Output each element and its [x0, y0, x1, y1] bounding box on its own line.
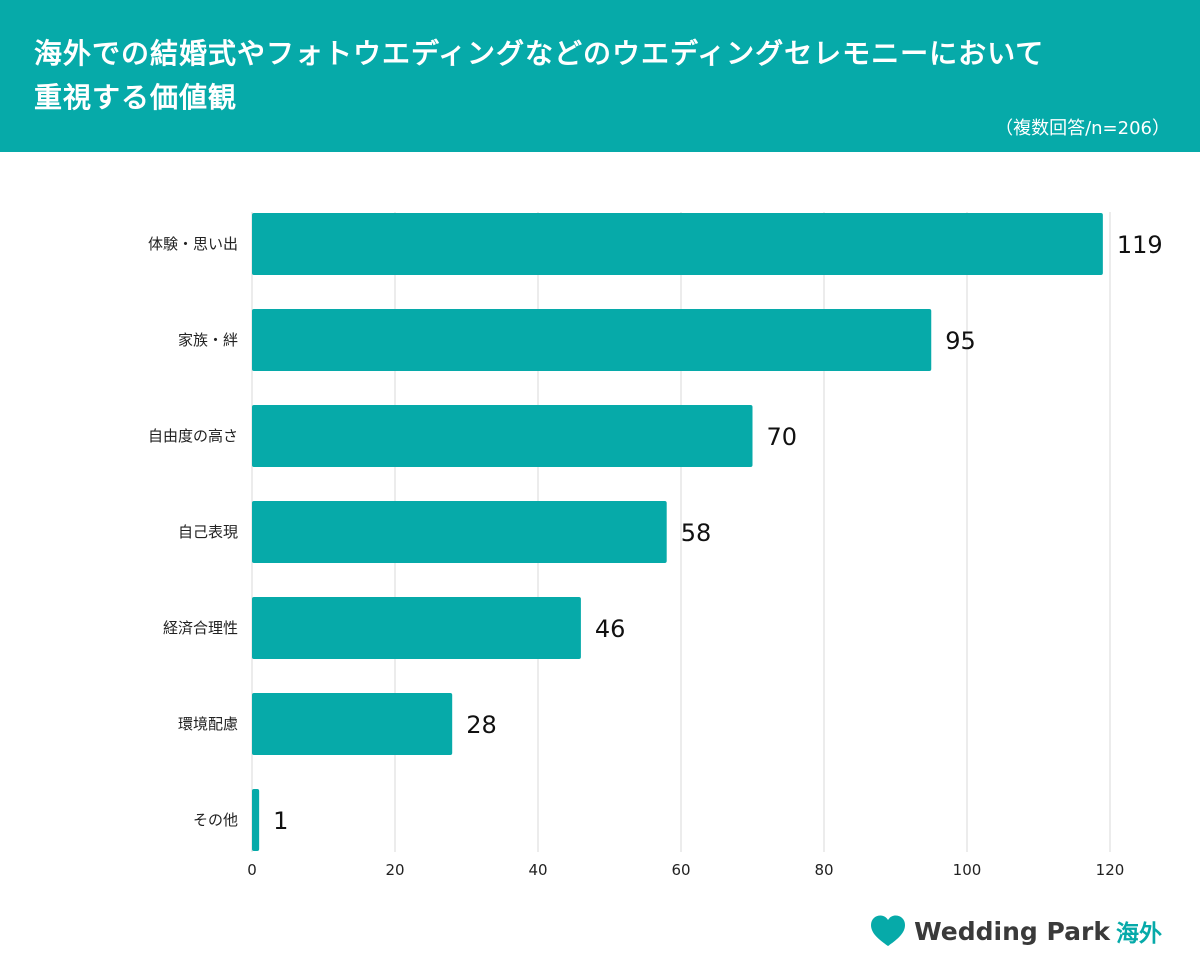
bar-chart: 体験・思い出 119 家族・絆 95 自由度の高さ 70 自己表現 58 経済合理性 46 環境配慮…	[148, 212, 1163, 879]
chart-title-line-1: 海外での結婚式やフォトウエディングなどのウエディングセレモニーにおいて	[34, 37, 1045, 70]
chart-title-line-2: 重視する価値観	[34, 81, 238, 114]
x-tick-label: 60	[671, 861, 690, 879]
category-label: 環境配慮	[178, 715, 238, 733]
x-tick-label: 0	[247, 861, 257, 879]
category-label: 自由度の高さ	[148, 427, 238, 445]
logo-sub-text: 海外	[1116, 921, 1162, 947]
value-label: 119	[1117, 231, 1163, 259]
category-label: 自己表現	[178, 523, 238, 541]
heart-icon	[871, 915, 906, 946]
bar	[252, 501, 667, 563]
x-tick-label: 120	[1096, 861, 1125, 879]
x-tick-label: 20	[385, 861, 404, 879]
header-banner: 海外での結婚式やフォトウエディングなどのウエディングセレモニーにおいて 重視する…	[0, 0, 1200, 152]
bar	[252, 213, 1103, 275]
bar	[252, 597, 581, 659]
bar	[252, 309, 932, 371]
category-label: その他	[193, 811, 238, 829]
value-label: 58	[681, 519, 712, 547]
category-label: 体験・思い出	[148, 235, 238, 253]
logo-text: Wedding Park	[914, 916, 1110, 946]
category-label: 経済合理性	[163, 619, 238, 637]
bar	[252, 693, 453, 755]
value-label: 1	[273, 807, 288, 835]
x-tick-label: 100	[953, 861, 982, 879]
bar	[252, 405, 753, 467]
sample-note: （複数回答/n=206）	[995, 118, 1170, 139]
value-label: 46	[595, 615, 626, 643]
x-tick-label: 40	[528, 861, 547, 879]
x-tick-label: 80	[814, 861, 833, 879]
value-label: 28	[466, 711, 497, 739]
value-label: 95	[945, 327, 976, 355]
category-label: 家族・絆	[178, 331, 238, 349]
brand-logo: Wedding Park 海外	[870, 911, 1162, 951]
bar	[252, 789, 260, 851]
value-label: 70	[767, 423, 798, 451]
